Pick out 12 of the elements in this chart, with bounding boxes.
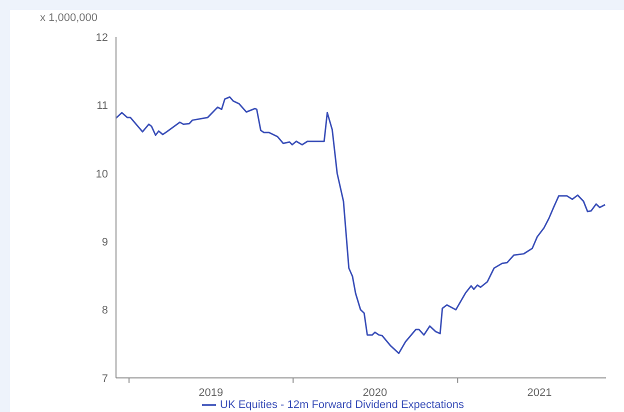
x-tick-label: 2021	[527, 386, 552, 399]
y-tick-label: 11	[96, 100, 108, 112]
legend-label: UK Equities - 12m Forward Dividend Expectations	[220, 398, 464, 411]
line-series	[116, 96, 606, 354]
x-tick-label: 2019	[198, 386, 224, 399]
y-tick-label: 8	[102, 304, 108, 317]
y-tick-label: 10	[96, 168, 108, 180]
x-tick-label: 2020	[362, 386, 388, 399]
y-axis-title: x 1,000,000	[40, 12, 98, 24]
y-tick-label: 12	[96, 32, 108, 44]
y-tick-label: 9	[102, 236, 108, 248]
y-tick-label: 7	[102, 372, 108, 385]
